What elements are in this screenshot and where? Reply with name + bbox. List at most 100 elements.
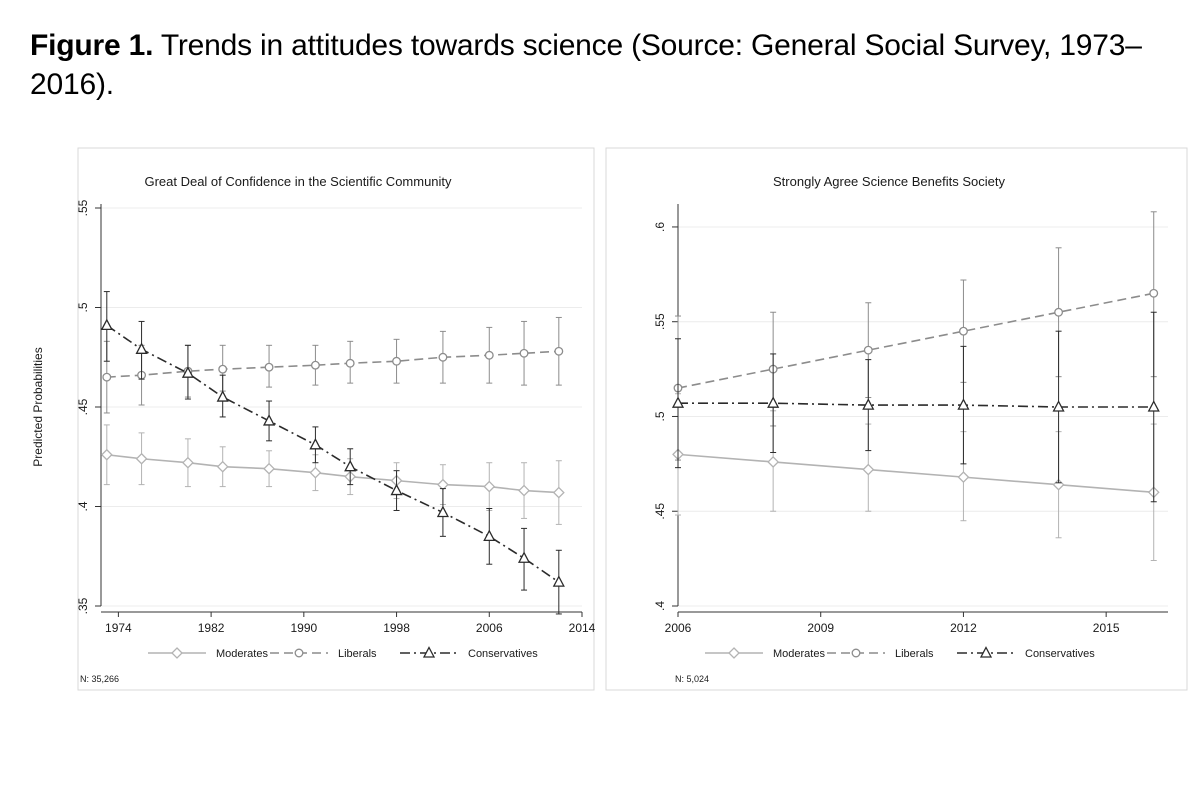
data-point bbox=[958, 326, 968, 336]
data-point bbox=[1149, 288, 1159, 298]
y-tick-label: .4 bbox=[653, 601, 667, 611]
figure-caption-text: Trends in attitudes towards science (Sou… bbox=[30, 29, 1142, 101]
legend-label: Liberals bbox=[338, 648, 377, 660]
data-point bbox=[100, 448, 113, 461]
legend-label: Conservatives bbox=[1025, 648, 1095, 660]
y-tick-label: .4 bbox=[76, 501, 90, 511]
y-tick-label: .5 bbox=[76, 302, 90, 312]
data-point bbox=[552, 575, 565, 587]
data-point bbox=[767, 396, 780, 408]
data-point bbox=[518, 484, 530, 497]
chart-note: N: 5,024 bbox=[675, 674, 709, 684]
series-line bbox=[677, 453, 1154, 494]
series-line bbox=[106, 324, 560, 583]
data-point bbox=[1052, 478, 1065, 491]
data-point bbox=[309, 466, 322, 479]
data-point bbox=[216, 390, 229, 402]
x-tick-label: 2015 bbox=[1093, 621, 1120, 635]
data-point bbox=[1054, 307, 1064, 317]
series-line bbox=[106, 453, 559, 494]
legend-marker bbox=[171, 647, 183, 659]
data-point bbox=[264, 362, 274, 372]
data-point bbox=[863, 345, 873, 355]
series-line bbox=[106, 350, 559, 378]
x-tick-label: 1990 bbox=[290, 621, 317, 635]
legend-label: Conservatives bbox=[468, 648, 538, 660]
data-point bbox=[390, 483, 403, 496]
y-tick-label: .55 bbox=[76, 199, 90, 216]
legend-marker bbox=[979, 646, 993, 658]
chart-legend: Moderates Liberals Conservatives bbox=[705, 646, 1095, 660]
data-point bbox=[483, 480, 496, 493]
data-point bbox=[1147, 400, 1160, 412]
series-conservatives bbox=[100, 291, 565, 615]
legend-label: Liberals bbox=[895, 648, 934, 660]
x-tick-label: 1974 bbox=[105, 621, 132, 635]
series-conservatives bbox=[671, 311, 1160, 503]
chart-note: N: 35,266 bbox=[80, 674, 119, 684]
data-point bbox=[262, 414, 276, 426]
data-point bbox=[1052, 400, 1065, 412]
data-point bbox=[100, 318, 113, 331]
data-point bbox=[135, 452, 148, 465]
data-point bbox=[483, 529, 496, 541]
figure-label: Figure 1. bbox=[30, 29, 154, 62]
data-point bbox=[517, 551, 531, 563]
data-point bbox=[102, 372, 112, 382]
data-point bbox=[438, 352, 448, 362]
data-point bbox=[135, 342, 148, 354]
chart-frame bbox=[605, 147, 1188, 691]
chart-legend: Moderates Liberals Conservatives bbox=[148, 646, 538, 660]
x-tick-label: 2014 bbox=[569, 621, 596, 635]
data-point bbox=[767, 456, 780, 468]
y-tick-label: .45 bbox=[76, 398, 90, 415]
data-point bbox=[552, 486, 565, 499]
legend-label: Moderates bbox=[773, 648, 825, 660]
x-tick-label: 1982 bbox=[198, 621, 225, 635]
data-point bbox=[216, 460, 229, 473]
data-point bbox=[671, 396, 685, 408]
data-point bbox=[181, 366, 195, 378]
legend-marker bbox=[294, 648, 304, 658]
data-point bbox=[344, 459, 357, 472]
legend-marker bbox=[851, 648, 861, 658]
y-tick-label: .5 bbox=[653, 411, 667, 421]
y-tick-label: .35 bbox=[76, 597, 90, 614]
x-tick-label: 2012 bbox=[950, 621, 977, 635]
y-tick-label: .55 bbox=[653, 313, 667, 330]
chart-panel-benefits: Strongly Agree Science Benefits Society.… bbox=[605, 147, 1188, 691]
chart-title: Great Deal of Confidence in the Scientif… bbox=[144, 174, 452, 189]
x-tick-label: 2009 bbox=[807, 621, 834, 635]
y-axis-label: Predicted Probabilities bbox=[31, 347, 45, 466]
data-point bbox=[182, 456, 194, 469]
chart-panel-confidence: Great Deal of Confidence in the Scientif… bbox=[31, 147, 596, 691]
data-point bbox=[957, 471, 970, 484]
y-tick-label: .45 bbox=[653, 503, 667, 520]
series-line bbox=[677, 292, 1154, 389]
data-point bbox=[484, 350, 494, 360]
data-point bbox=[519, 348, 529, 358]
data-point bbox=[392, 356, 402, 366]
x-tick-label: 1998 bbox=[383, 621, 410, 635]
data-point bbox=[309, 437, 322, 450]
x-tick-label: 2006 bbox=[665, 621, 692, 635]
chart-title: Strongly Agree Science Benefits Society bbox=[773, 174, 1005, 189]
legend-label: Moderates bbox=[216, 648, 268, 660]
data-point bbox=[263, 462, 275, 475]
data-point bbox=[862, 463, 875, 476]
y-tick-label: .6 bbox=[653, 222, 667, 232]
x-tick-label: 2006 bbox=[476, 621, 503, 635]
data-point bbox=[218, 364, 228, 374]
data-point bbox=[345, 358, 355, 368]
legend-marker bbox=[728, 647, 740, 659]
data-point bbox=[862, 398, 875, 410]
chart-frame bbox=[77, 147, 595, 691]
data-point bbox=[554, 346, 564, 356]
data-point bbox=[436, 505, 449, 518]
figure-caption: Figure 1. Trends in attitudes towards sc… bbox=[30, 26, 1190, 104]
data-point bbox=[957, 398, 970, 410]
series-moderates bbox=[100, 424, 565, 525]
legend-marker bbox=[422, 646, 436, 658]
data-point bbox=[310, 360, 320, 370]
